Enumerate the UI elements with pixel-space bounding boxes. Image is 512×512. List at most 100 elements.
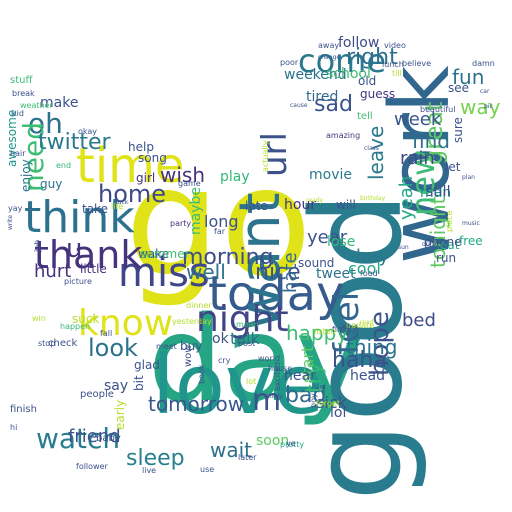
cloud-word: weather	[20, 101, 53, 110]
cloud-word: today	[208, 266, 345, 322]
cloud-word: world	[258, 354, 281, 363]
cloud-word: follow	[338, 35, 380, 51]
cloud-word: job	[33, 239, 42, 252]
cloud-word: people	[80, 389, 114, 400]
cloud-word: hair	[10, 149, 26, 158]
cloud-word: listen	[314, 327, 336, 336]
cloud-word: oh	[28, 107, 63, 140]
cloud-word: stop	[38, 339, 56, 348]
cloud-word: well	[186, 260, 226, 284]
cloud-word: pic	[484, 103, 493, 110]
cloud-word: yesterday	[172, 317, 212, 326]
cloud-word: think	[24, 192, 135, 243]
cloud-word: hour	[284, 197, 317, 213]
cloud-word: birthday	[360, 195, 386, 202]
cloud-word: win	[32, 314, 46, 323]
cloud-word: week	[394, 109, 442, 130]
cloud-word: yay	[8, 204, 23, 213]
cloud-word: m	[252, 383, 282, 418]
cloud-word: hear	[284, 368, 316, 384]
cloud-word: plan	[462, 174, 475, 181]
cloud-word: run	[436, 251, 457, 265]
cloud-word: kid	[12, 109, 24, 118]
cloud-word: cool	[348, 259, 381, 278]
cloud-word: buy	[180, 339, 203, 353]
cloud-word: fall	[100, 329, 113, 338]
cloud-word: long	[204, 212, 239, 231]
cloud-word: tell	[357, 111, 373, 122]
cloud-word: girl	[136, 171, 156, 185]
cloud-word: sad	[314, 92, 353, 117]
cloud-word: weekend	[284, 67, 347, 83]
cloud-word: guess	[360, 87, 396, 101]
cloud-word: little	[80, 262, 107, 276]
cloud-word: look	[88, 334, 138, 362]
cloud-word: end	[56, 161, 72, 170]
cloud-word: haha	[332, 348, 387, 373]
cloud-word: man	[420, 185, 452, 201]
cloud-word: dinner	[186, 301, 212, 310]
cloud-word: ok	[212, 331, 229, 347]
cloud-word: let	[445, 160, 461, 174]
cloud-word: talk	[230, 329, 260, 348]
cloud-word: actually	[261, 140, 270, 172]
cloud-word: way	[460, 95, 501, 119]
cloud-word: home	[98, 180, 167, 208]
cloud-word: believe	[402, 59, 432, 68]
cloud-word: far	[214, 227, 226, 236]
cloud-word: drink	[422, 241, 438, 248]
cloud-word: know	[78, 303, 174, 344]
cloud-word: wish	[160, 163, 206, 187]
cloud-word: live	[142, 466, 157, 475]
cloud-word: class	[364, 145, 379, 152]
cloud-word: guy	[40, 177, 63, 191]
cloud-word: free	[459, 234, 483, 248]
cloud-word: write	[7, 214, 14, 230]
cloud-word: summer	[140, 247, 190, 261]
cloud-word: ye	[286, 439, 296, 448]
cloud-word: away	[318, 41, 340, 50]
cloud-word: change	[318, 54, 341, 61]
cloud-word: lol	[330, 405, 347, 421]
cloud-word: house	[268, 364, 293, 373]
cloud-word: enjoy	[19, 159, 33, 192]
cloud-word: party	[170, 219, 192, 228]
cloud-word: car	[480, 88, 490, 95]
cloud-word: phone	[424, 235, 462, 249]
cloud-word: will	[336, 198, 356, 212]
cloud-word: friend	[68, 426, 121, 447]
cloud-word: update	[346, 321, 375, 330]
cloud-word: amazing	[326, 131, 361, 140]
cloud-word: bed	[402, 310, 436, 331]
cloud-word: leave	[364, 125, 388, 180]
cloud-word: see	[448, 81, 470, 95]
cloud-word: sleep	[126, 446, 185, 471]
cloud-word: video	[384, 41, 406, 50]
cloud-word: beautiful	[420, 105, 456, 114]
cloud-word: happen	[60, 322, 91, 331]
cloud-word: sound	[298, 256, 335, 270]
cloud-word: excited	[273, 361, 282, 391]
cloud-word: food	[360, 269, 378, 278]
cloud-word: music	[462, 220, 480, 227]
cloud-word: stuff	[10, 75, 33, 86]
cloud-word: finish	[10, 404, 37, 415]
cloud-word: pretty	[280, 440, 305, 449]
cloud-word: eat	[440, 238, 460, 252]
cloud-word: time	[76, 138, 185, 194]
cloud-word: post	[238, 339, 256, 348]
cloud-word: game	[178, 179, 201, 188]
cloud-word: sun	[398, 244, 409, 251]
cloud-word: poor	[280, 58, 299, 67]
cloud-word: wait	[210, 438, 253, 462]
cloud-word: okay	[78, 127, 98, 136]
cloud-word: bit	[132, 375, 146, 391]
cloud-word: take	[82, 202, 108, 216]
cloud-word: book	[197, 364, 206, 385]
cloud-word: follower	[76, 462, 108, 471]
cloud-word: day	[148, 290, 366, 428]
cloud-word: night	[196, 299, 289, 340]
cloud-word: sure	[451, 117, 465, 143]
cloud-word: early	[113, 399, 127, 430]
